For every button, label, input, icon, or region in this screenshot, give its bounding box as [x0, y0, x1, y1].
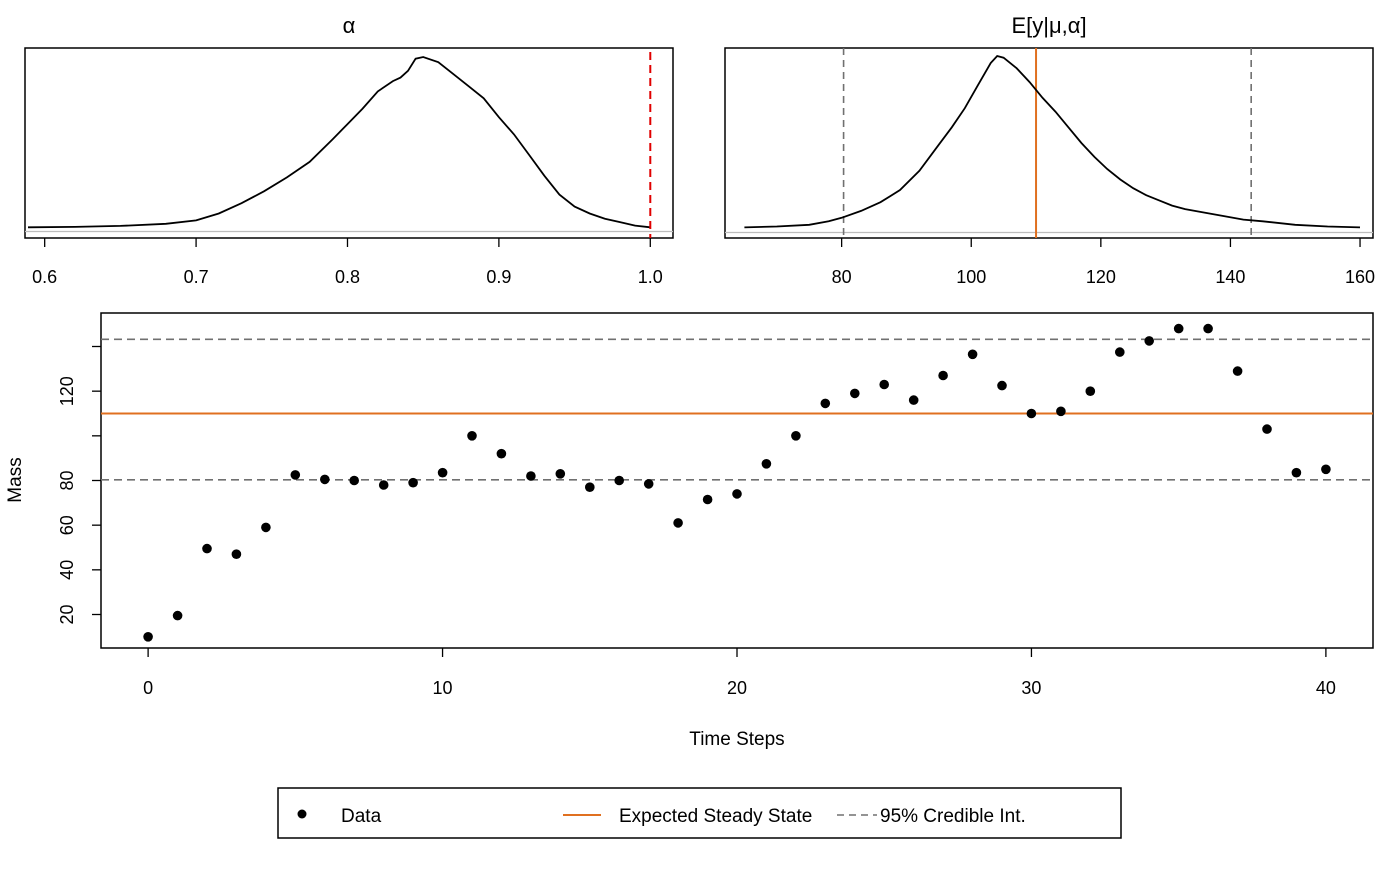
data-point [467, 431, 477, 441]
data-point [1173, 323, 1184, 334]
expected-value-x-tick-label: 100 [956, 267, 986, 287]
expected-value-density-curve [744, 54, 1361, 229]
data-point [997, 380, 1007, 391]
mass-y-tick-label: 60 [57, 515, 77, 535]
data-point [967, 349, 978, 360]
data-point [938, 370, 948, 381]
expected-value-density-panel: E[y|μ,α] 80 100 120 140 160 [724, 13, 1375, 287]
x-axis-title: Time Steps [689, 729, 784, 750]
data-point [614, 475, 624, 486]
legend-ci-label: 95% Credible Int. [880, 806, 1026, 827]
data-point [1291, 467, 1302, 478]
mass-x-tick-label: 0 [143, 678, 153, 698]
expected-value-x-tick-label: 160 [1345, 267, 1375, 287]
data-point [496, 448, 507, 459]
mass-y-tick-label: 80 [57, 470, 77, 490]
data-point [643, 479, 654, 489]
data-point [850, 388, 860, 399]
data-point [290, 470, 301, 480]
data-point [261, 522, 271, 533]
data-point [320, 474, 330, 485]
data-point [1321, 464, 1331, 475]
data-point [761, 459, 772, 469]
data-point [732, 489, 742, 499]
data-point [555, 469, 566, 479]
data-point [820, 398, 831, 409]
mass-y-tick-label: 120 [57, 376, 77, 406]
alpha-x-tick-label: 0.8 [335, 267, 360, 287]
data-point [378, 480, 389, 490]
mass-y-tick-label: 20 [57, 604, 77, 624]
data-point [349, 475, 360, 486]
alpha-x-tick-label: 0.9 [486, 267, 511, 287]
data-point [908, 395, 919, 405]
legend-steady-state-label: Expected Steady State [619, 806, 812, 827]
expected-value-title: E[y|μ,α] [1011, 13, 1086, 38]
alpha-density-curve [27, 56, 651, 229]
data-point [526, 471, 536, 481]
data-point [585, 482, 595, 493]
data-point [143, 632, 153, 642]
data-point [1115, 347, 1125, 357]
legend: Data Expected Steady State 95% Credible … [277, 787, 1122, 839]
mass-x-tick-label: 30 [1021, 678, 1041, 698]
data-point [1056, 406, 1066, 417]
alpha-x-axis: 0.6 0.7 0.8 0.9 1.0 [32, 238, 663, 287]
mass-timeseries-panel: 0 10 20 30 40 20 40 60 80 120 Time Steps Mass [5, 312, 1374, 750]
expected-value-x-tick-label: 120 [1086, 267, 1116, 287]
alpha-x-tick-label: 0.6 [32, 267, 57, 287]
alpha-title: α [343, 13, 356, 38]
data-point [231, 549, 242, 559]
alpha-x-tick-label: 1.0 [638, 267, 663, 287]
expected-value-x-tick-label: 140 [1215, 267, 1245, 287]
data-point [172, 610, 183, 621]
mass-data-points [143, 323, 1331, 642]
data-point [879, 379, 889, 390]
alpha-density-panel: α 0.6 0.7 0.8 0.9 1.0 [24, 13, 674, 287]
legend-box [277, 787, 1122, 839]
data-point [1232, 366, 1243, 376]
data-point [437, 467, 448, 478]
data-point [673, 518, 683, 528]
data-point [791, 431, 801, 441]
mass-x-tick-label: 20 [727, 678, 747, 698]
legend-data-marker [297, 809, 307, 819]
data-point [1026, 408, 1037, 419]
expected-value-x-axis: 80 100 120 140 160 [832, 238, 1375, 287]
data-point [1085, 386, 1096, 397]
expected-value-x-tick-label: 80 [832, 267, 852, 287]
mass-x-tick-label: 40 [1316, 678, 1336, 698]
data-point [1262, 424, 1272, 434]
mass-y-axis: 20 40 60 80 120 [57, 345, 101, 625]
legend-data-label: Data [341, 806, 382, 827]
data-point [1203, 323, 1213, 334]
mass-y-tick-label: 40 [57, 560, 77, 580]
alpha-x-tick-label: 0.7 [184, 267, 209, 287]
alpha-plot-frame [24, 47, 674, 239]
mass-x-axis: 0 10 20 30 40 [143, 648, 1336, 698]
mass-x-tick-label: 10 [433, 678, 453, 698]
y-axis-title: Mass [5, 457, 26, 502]
data-point [1144, 336, 1154, 346]
data-point [408, 477, 418, 488]
data-point [202, 543, 212, 554]
data-point [702, 494, 713, 505]
expected-value-plot-frame [724, 47, 1374, 239]
